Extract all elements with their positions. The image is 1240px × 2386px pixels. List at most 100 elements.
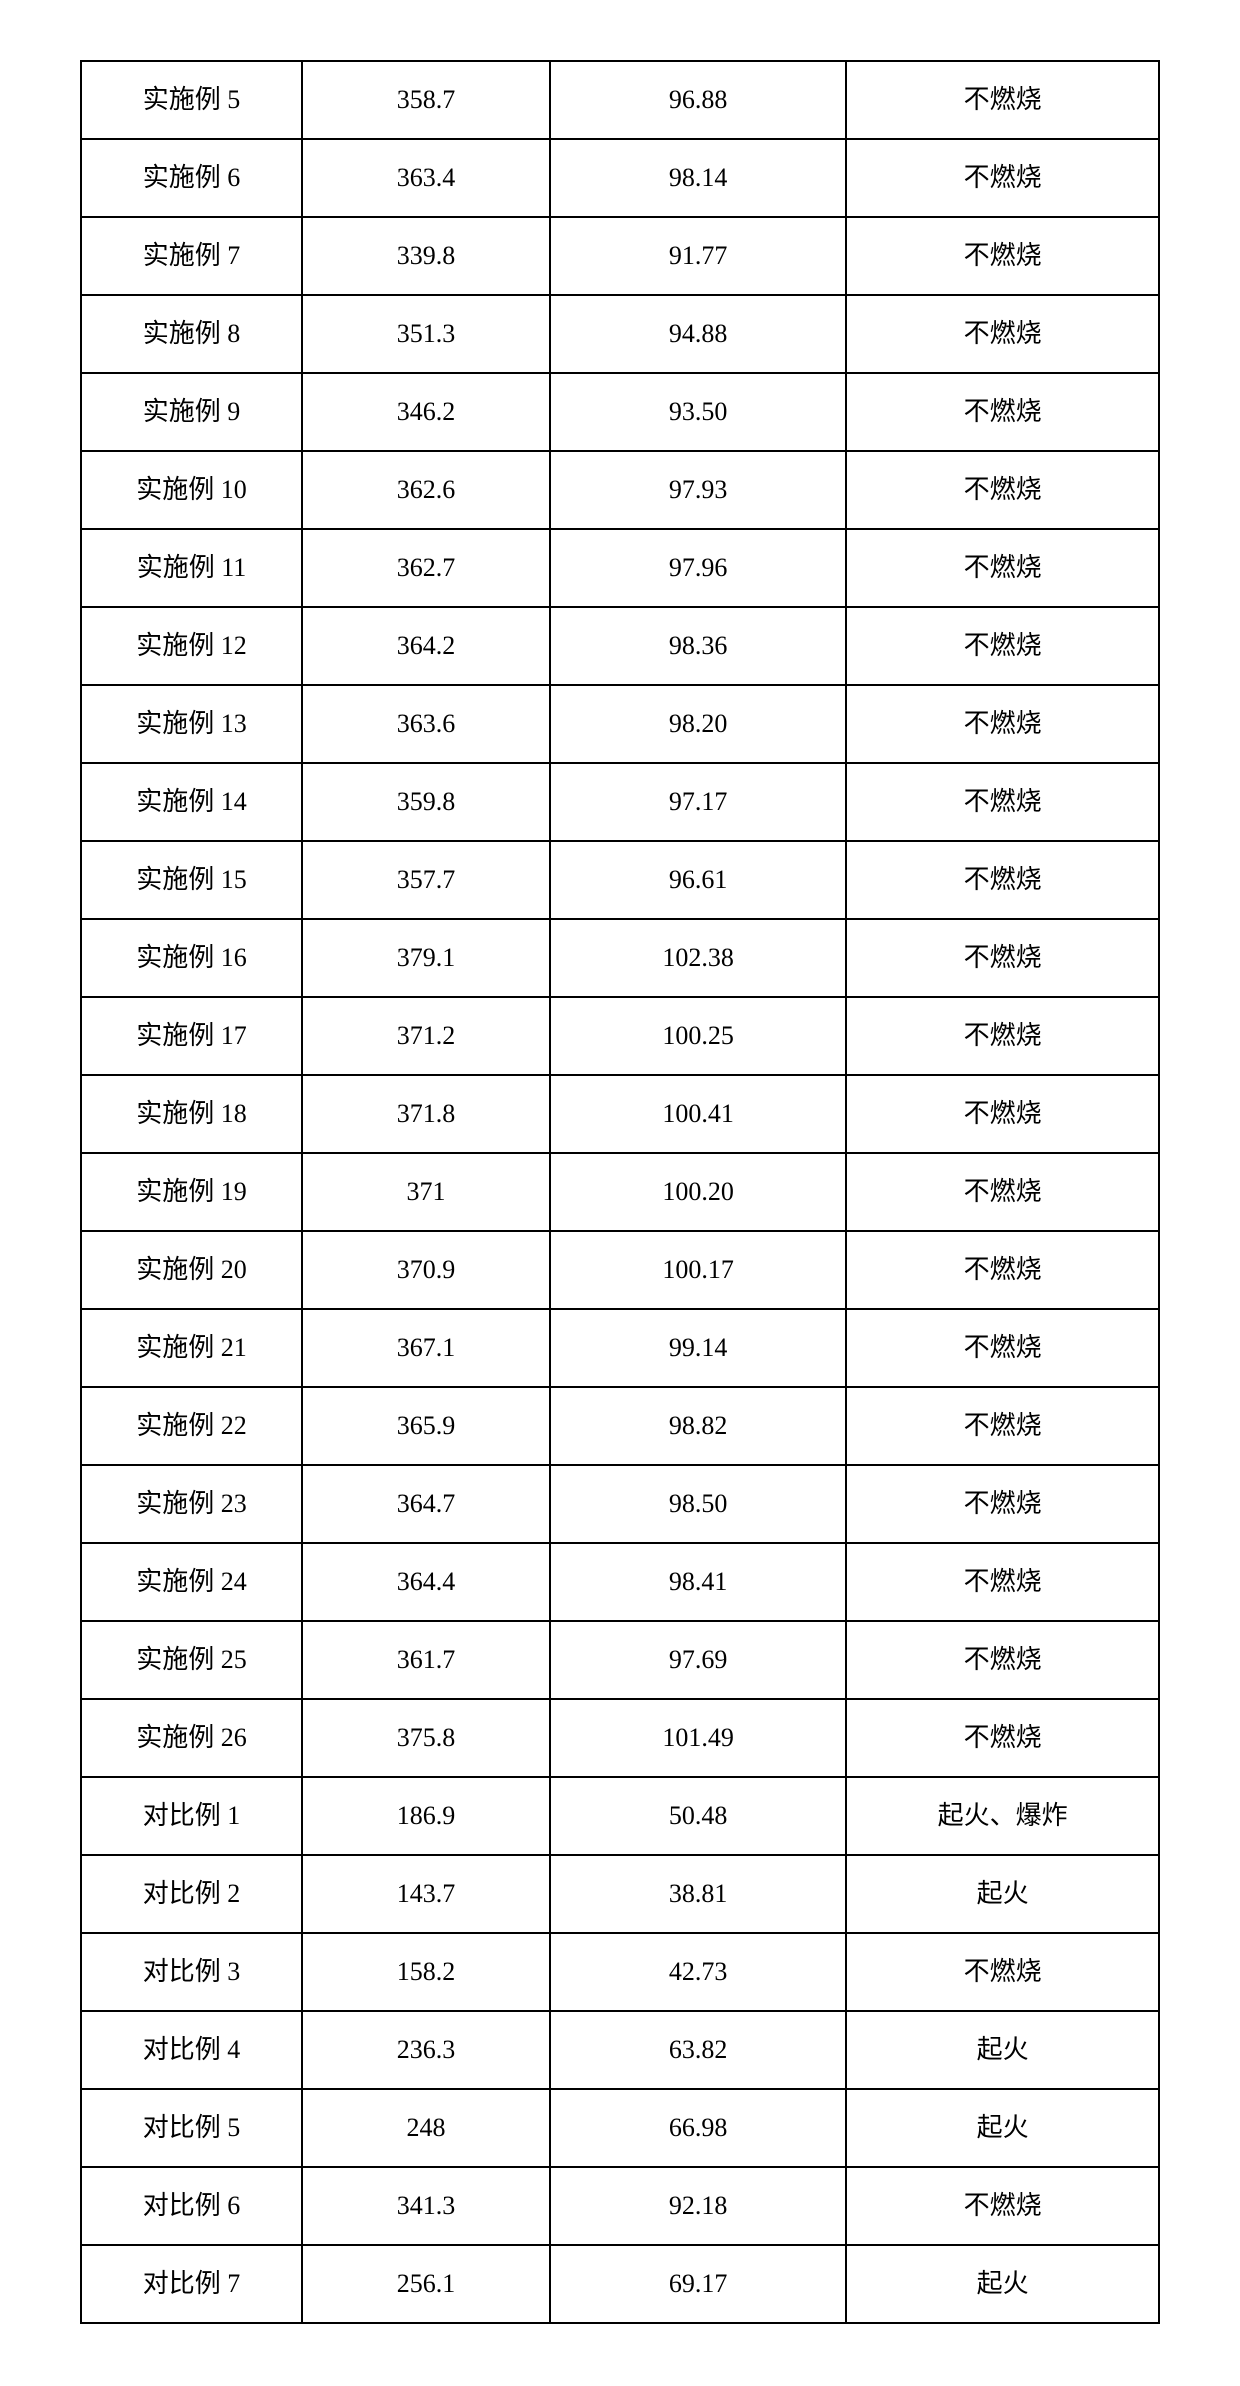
table-cell: 97.17 [550, 763, 846, 841]
table-cell: 359.8 [302, 763, 550, 841]
table-cell: 367.1 [302, 1309, 550, 1387]
table-cell: 实施例 18 [81, 1075, 302, 1153]
table-row: 实施例 19371100.20不燃烧 [81, 1153, 1159, 1231]
table-cell: 起火 [846, 2011, 1159, 2089]
table-cell: 358.7 [302, 61, 550, 139]
table-row: 实施例 16379.1102.38不燃烧 [81, 919, 1159, 997]
table-cell: 不燃烧 [846, 529, 1159, 607]
table-cell: 实施例 8 [81, 295, 302, 373]
table-row: 实施例 9346.293.50不燃烧 [81, 373, 1159, 451]
table-cell: 365.9 [302, 1387, 550, 1465]
table-cell: 346.2 [302, 373, 550, 451]
table-cell: 不燃烧 [846, 451, 1159, 529]
table-cell: 339.8 [302, 217, 550, 295]
table-cell: 起火 [846, 2089, 1159, 2167]
table-cell: 对比例 4 [81, 2011, 302, 2089]
table-cell: 97.96 [550, 529, 846, 607]
table-cell: 96.61 [550, 841, 846, 919]
table-cell: 102.38 [550, 919, 846, 997]
table-cell: 实施例 26 [81, 1699, 302, 1777]
table-cell: 98.14 [550, 139, 846, 217]
table-cell: 248 [302, 2089, 550, 2167]
table-row: 实施例 26375.8101.49不燃烧 [81, 1699, 1159, 1777]
table-cell: 97.93 [550, 451, 846, 529]
table-cell: 不燃烧 [846, 1621, 1159, 1699]
table-row: 实施例 21367.199.14不燃烧 [81, 1309, 1159, 1387]
table-cell: 94.88 [550, 295, 846, 373]
table-cell: 98.41 [550, 1543, 846, 1621]
table-cell: 38.81 [550, 1855, 846, 1933]
table-row: 对比例 1186.950.48起火、爆炸 [81, 1777, 1159, 1855]
table-cell: 99.14 [550, 1309, 846, 1387]
table-cell: 实施例 7 [81, 217, 302, 295]
table-cell: 91.77 [550, 217, 846, 295]
table-cell: 256.1 [302, 2245, 550, 2323]
table-cell: 实施例 17 [81, 997, 302, 1075]
table-body: 实施例 5358.796.88不燃烧实施例 6363.498.14不燃烧实施例 … [81, 61, 1159, 2323]
table-cell: 236.3 [302, 2011, 550, 2089]
table-cell: 100.20 [550, 1153, 846, 1231]
table-row: 实施例 18371.8100.41不燃烧 [81, 1075, 1159, 1153]
table-cell: 不燃烧 [846, 1387, 1159, 1465]
table-row: 实施例 20370.9100.17不燃烧 [81, 1231, 1159, 1309]
table-row: 对比例 7256.169.17起火 [81, 2245, 1159, 2323]
table-cell: 371.2 [302, 997, 550, 1075]
table-row: 实施例 14359.897.17不燃烧 [81, 763, 1159, 841]
table-row: 实施例 22365.998.82不燃烧 [81, 1387, 1159, 1465]
table-cell: 363.6 [302, 685, 550, 763]
table-cell: 93.50 [550, 373, 846, 451]
table-cell: 不燃烧 [846, 1231, 1159, 1309]
table-cell: 379.1 [302, 919, 550, 997]
table-cell: 364.2 [302, 607, 550, 685]
table-cell: 实施例 14 [81, 763, 302, 841]
table-row: 实施例 25361.797.69不燃烧 [81, 1621, 1159, 1699]
table-cell: 361.7 [302, 1621, 550, 1699]
table-cell: 实施例 10 [81, 451, 302, 529]
table-row: 实施例 23364.798.50不燃烧 [81, 1465, 1159, 1543]
table-cell: 92.18 [550, 2167, 846, 2245]
table-cell: 实施例 20 [81, 1231, 302, 1309]
table-cell: 42.73 [550, 1933, 846, 2011]
table-cell: 不燃烧 [846, 685, 1159, 763]
table-cell: 362.7 [302, 529, 550, 607]
table-cell: 不燃烧 [846, 1153, 1159, 1231]
table-cell: 98.36 [550, 607, 846, 685]
table-cell: 186.9 [302, 1777, 550, 1855]
table-cell: 不燃烧 [846, 2167, 1159, 2245]
table-cell: 363.4 [302, 139, 550, 217]
table-row: 实施例 11362.797.96不燃烧 [81, 529, 1159, 607]
table-row: 实施例 12364.298.36不燃烧 [81, 607, 1159, 685]
table-cell: 50.48 [550, 1777, 846, 1855]
table-cell: 实施例 12 [81, 607, 302, 685]
table-cell: 100.41 [550, 1075, 846, 1153]
table-cell: 实施例 22 [81, 1387, 302, 1465]
table-cell: 实施例 24 [81, 1543, 302, 1621]
table-cell: 不燃烧 [846, 217, 1159, 295]
table-row: 对比例 4236.363.82起火 [81, 2011, 1159, 2089]
table-cell: 实施例 21 [81, 1309, 302, 1387]
table-cell: 351.3 [302, 295, 550, 373]
table-cell: 实施例 15 [81, 841, 302, 919]
table-cell: 97.69 [550, 1621, 846, 1699]
table-row: 实施例 10362.697.93不燃烧 [81, 451, 1159, 529]
table-cell: 实施例 11 [81, 529, 302, 607]
table-cell: 69.17 [550, 2245, 846, 2323]
table-row: 实施例 24364.498.41不燃烧 [81, 1543, 1159, 1621]
table-cell: 96.88 [550, 61, 846, 139]
table-cell: 不燃烧 [846, 763, 1159, 841]
table-cell: 不燃烧 [846, 1309, 1159, 1387]
table-cell: 不燃烧 [846, 1075, 1159, 1153]
table-cell: 实施例 9 [81, 373, 302, 451]
table-cell: 不燃烧 [846, 1933, 1159, 2011]
table-cell: 100.17 [550, 1231, 846, 1309]
table-cell: 对比例 1 [81, 1777, 302, 1855]
table-cell: 不燃烧 [846, 841, 1159, 919]
table-cell: 对比例 2 [81, 1855, 302, 1933]
table-row: 对比例 6341.392.18不燃烧 [81, 2167, 1159, 2245]
table-cell: 370.9 [302, 1231, 550, 1309]
table-cell: 对比例 3 [81, 1933, 302, 2011]
table-row: 对比例 2143.738.81起火 [81, 1855, 1159, 1933]
table-cell: 实施例 5 [81, 61, 302, 139]
data-table: 实施例 5358.796.88不燃烧实施例 6363.498.14不燃烧实施例 … [80, 60, 1160, 2324]
table-cell: 不燃烧 [846, 997, 1159, 1075]
